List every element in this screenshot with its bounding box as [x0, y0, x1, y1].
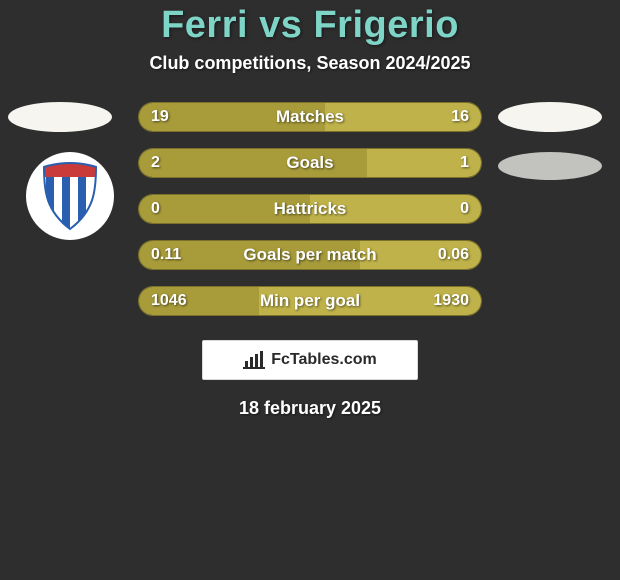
stat-bar: Goals21: [138, 148, 482, 178]
decorative-ellipse: [498, 102, 602, 132]
stat-bar-left-fill: [139, 149, 367, 177]
stat-bar-left-fill: [139, 103, 325, 131]
decorative-ellipse: [498, 152, 602, 180]
stat-bar-right-fill: [259, 287, 481, 315]
infographic-container: Ferri vs Frigerio Club competitions, Sea…: [0, 0, 620, 580]
stat-bar: Hattricks00: [138, 194, 482, 224]
stat-bar-right-fill: [325, 103, 481, 131]
subtitle: Club competitions, Season 2024/2025: [149, 53, 470, 74]
club-shield-icon: [40, 161, 100, 231]
stat-bar: Matches1916: [138, 102, 482, 132]
club-badge-left: [26, 152, 114, 240]
stat-bars: Matches1916 Goals21 Hattricks00 Goals per m…: [138, 102, 482, 316]
stat-bar-right-fill: [367, 149, 481, 177]
brand-badge: FcTables.com: [202, 340, 418, 380]
stat-bar-right-fill: [310, 195, 481, 223]
stat-bar-right-fill: [360, 241, 481, 269]
page-title: Ferri vs Frigerio: [161, 4, 459, 47]
bar-chart-icon: [243, 351, 265, 369]
stat-bar: Goals per match0.110.06: [138, 240, 482, 270]
decorative-ellipse: [8, 102, 112, 132]
date-label: 18 february 2025: [0, 398, 620, 419]
brand-label: FcTables.com: [271, 351, 377, 369]
stat-bar-left-fill: [139, 241, 360, 269]
stat-bar-left-fill: [139, 287, 259, 315]
stats-stage: Matches1916 Goals21 Hattricks00 Goals per m…: [0, 102, 620, 419]
stat-bar-left-fill: [139, 195, 310, 223]
stat-bar: Min per goal10461930: [138, 286, 482, 316]
